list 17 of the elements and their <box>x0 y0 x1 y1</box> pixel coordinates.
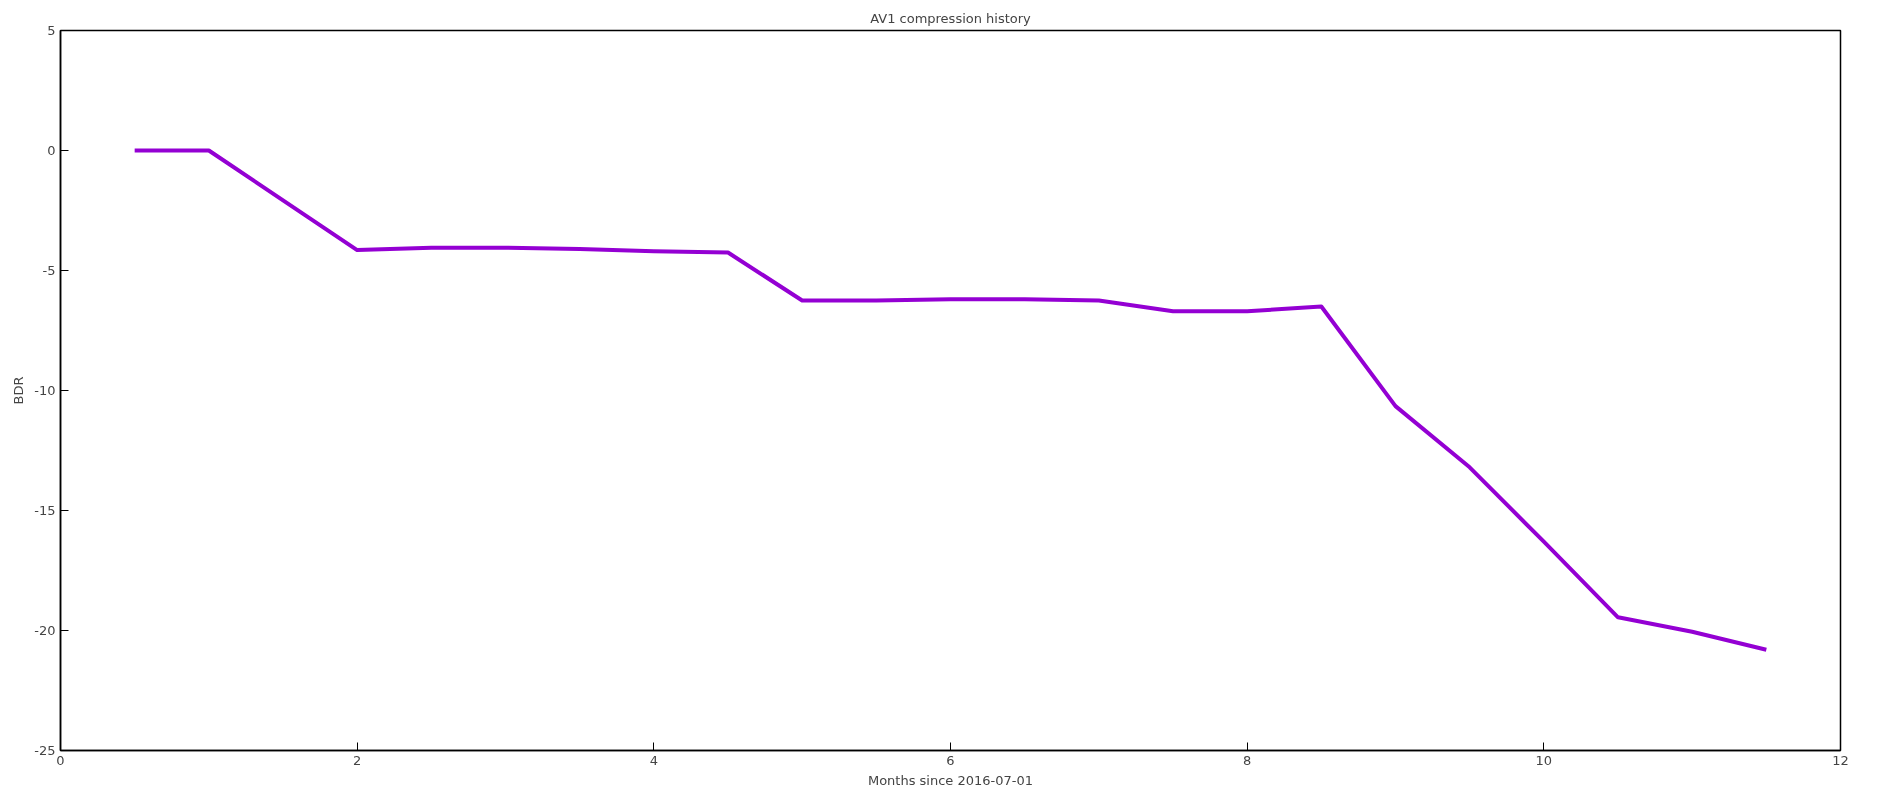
x-tick-label: 10 <box>1535 752 1553 768</box>
y-tick-label: 0 <box>47 143 56 158</box>
y-tick-label: -25 <box>34 743 56 758</box>
y-axis-title: BDR <box>11 376 27 405</box>
y-tick-label: -5 <box>42 263 56 278</box>
x-tick-label: 12 <box>1832 752 1849 768</box>
x-tick-label: 4 <box>649 752 658 768</box>
y-tick-label: -10 <box>34 383 56 398</box>
y-tick-label: -20 <box>34 623 56 638</box>
x-tick-label: 2 <box>353 752 362 768</box>
line-series <box>132 148 1769 652</box>
x-tick-label: 8 <box>1243 752 1252 768</box>
y-tick-label: -15 <box>34 503 56 518</box>
x-axis-title: Months since 2016-07-01 <box>867 772 1034 788</box>
chart-title: AV1 compression history <box>870 10 1032 26</box>
y-tick-label: 5 <box>47 23 56 38</box>
x-tick-label: 6 <box>946 752 955 768</box>
